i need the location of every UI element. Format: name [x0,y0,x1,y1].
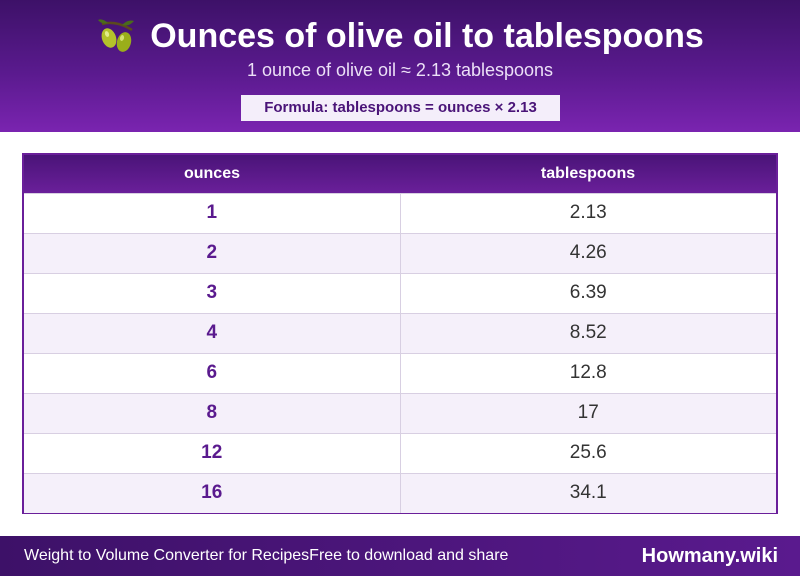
ounces-cell: 1 [24,192,401,233]
header: Ounces of olive oil to tablespoons 1 oun… [0,0,800,132]
table-row: 12 25.6 [24,432,776,473]
footer: Weight to Volume Converter for RecipesFr… [0,536,800,576]
ounces-cell: 2 [24,232,401,273]
formula-badge: Formula: tablespoons = ounces × 2.13 [241,95,560,121]
tablespoons-cell: 25.6 [400,432,776,473]
tablespoons-cell: 34.1 [400,472,776,513]
table-row: 3 6.39 [24,272,776,313]
ounces-cell: 4 [24,312,401,353]
tablespoons-cell: 12.8 [400,352,776,393]
footer-brand-link[interactable]: Howmany.wiki [641,545,778,567]
table-row: 2 4.26 [24,232,776,273]
ounces-cell: 16 [24,472,401,513]
title-row: Ounces of olive oil to tablespoons [0,14,800,58]
ounces-cell: 3 [24,272,401,313]
ounces-cell: 8 [24,392,401,433]
column-header-ounces: ounces [24,155,400,193]
olive-icon [98,19,135,52]
tablespoons-cell: 2.13 [400,192,776,233]
table-row: 6 12.8 [24,352,776,393]
table-header-row: ounces tablespoons [24,155,776,193]
tablespoons-cell: 17 [400,392,776,433]
ounces-cell: 12 [24,432,401,473]
conversion-table: ounces tablespoons 1 2.13 2 4.26 3 6.39 … [22,153,778,514]
column-header-tablespoons: tablespoons [400,155,776,193]
footer-tagline: Weight to Volume Converter for RecipesFr… [24,547,509,564]
table-row: 8 17 [24,392,776,433]
table-row: 1 2.13 [24,192,776,233]
table-row: 4 8.52 [24,312,776,353]
page-title: Ounces of olive oil to tablespoons [150,16,704,55]
tablespoons-cell: 8.52 [400,312,776,353]
tablespoons-cell: 4.26 [400,232,776,273]
tablespoons-cell: 6.39 [400,272,776,313]
table-row: 16 34.1 [24,472,776,513]
ounces-cell: 6 [24,352,401,393]
table: ounces tablespoons 1 2.13 2 4.26 3 6.39 … [24,155,776,513]
subtitle: 1 ounce of olive oil ≈ 2.13 tablespoons [246,60,554,80]
